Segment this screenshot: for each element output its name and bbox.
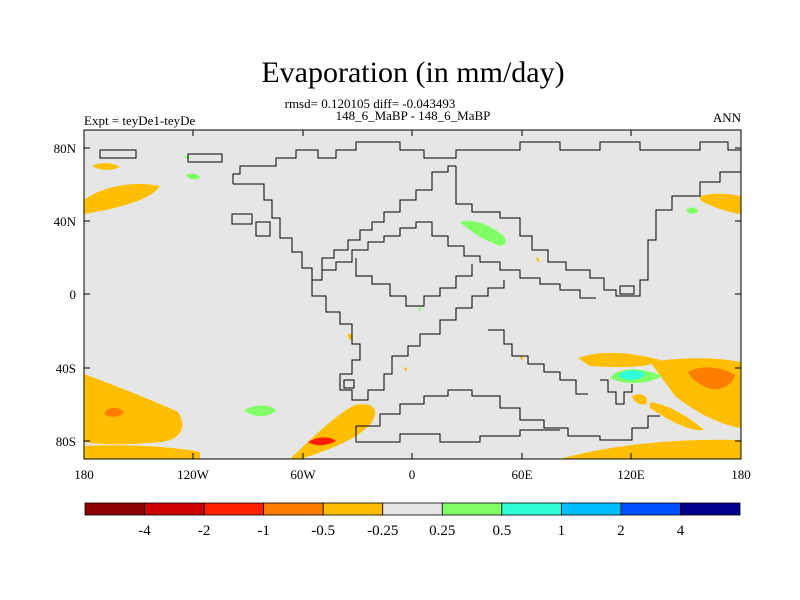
positive-anomaly-region [686,207,698,214]
colorbar-label: -0.25 [367,523,398,539]
lon-tick-label: 60E [512,467,533,482]
lat-tick-label: 80N [54,141,77,156]
colorbar-label: -1 [257,523,270,539]
negative-anomaly-region [84,183,160,214]
colorbar-swatch [680,502,741,516]
lat-tick-label: 0 [70,287,77,302]
colorbar-swatch [382,502,443,516]
negative-anomaly-region [700,193,741,214]
negative-anomaly-region [84,445,200,459]
case-line: 148_6_MaBP - 148_6_MaBP [336,108,491,123]
colorbar-swatch [501,502,562,516]
colorbar-label: 1 [558,523,566,539]
lon-tick-label: 120E [617,467,645,482]
colorbar-label: 0.25 [429,523,455,539]
continent-outlines [99,141,741,443]
negative-anomaly-region [290,404,376,459]
lon-tick-label: 180 [731,467,751,482]
colorbar-label: -0.5 [311,523,335,539]
negative-anomaly-region [650,402,704,431]
negative-anomaly-region [520,355,524,360]
stats-line: rmsd= 0.120105 diff= -0.043493 [285,96,456,111]
positive-anomaly-region [418,307,421,312]
negative-anomaly-region [560,439,741,459]
lon-tick-label: 180 [74,467,94,482]
negative-anomaly-region [348,333,352,340]
latitude-axis: 80N 40N 0 40S 80S [54,141,741,449]
colorbar-label: 4 [677,523,685,539]
map-panel: 80N 40N 0 40S 80S 180 120W 60W 0 60E 120 [54,129,751,482]
lat-tick-label: 40S [56,361,76,376]
colorbar-swatch [144,502,205,516]
colorbar-swatch [203,502,265,516]
negative-anomaly-region [578,352,660,368]
colorbar-swatch [263,502,324,516]
negative-anomaly-region [404,367,407,372]
colorbar-label: -2 [198,523,211,539]
negative-anomaly-region [632,394,647,405]
negative-anomaly-region [308,437,336,446]
lat-tick-label: 40N [54,214,77,229]
negative-anomaly-region [104,407,124,417]
negative-anomaly-region [92,163,120,170]
lat-tick-label: 80S [56,434,76,449]
colorbar-swatch [620,502,681,516]
positive-anomaly-region [618,370,646,380]
colorbar-swatch [84,502,145,516]
negative-anomaly-region [688,367,735,390]
lon-tick-label: 0 [409,467,416,482]
colorbar-swatch [322,502,384,516]
positive-anomaly-region [244,405,276,416]
longitude-axis: 180 120W 60W 0 60E 120E 180 [74,130,751,482]
colorbar-label: -4 [138,523,151,539]
positive-anomaly-region [186,173,200,180]
plot-title: Evaporation (in mm/day) [261,56,564,89]
evaporation-anomaly-shading [84,155,741,459]
colorbar: -4 -2 -1 -0.5 -0.25 0.25 0.5 1 2 4 [84,502,741,539]
colorbar-swatch [560,502,622,516]
colorbar-label: 2 [617,523,625,539]
expt-label: Expt = teyDe1-teyDe [84,113,196,128]
lon-tick-label: 120W [177,467,210,482]
season-label: ANN [713,110,742,125]
positive-anomaly-region [460,220,506,246]
negative-anomaly-region [536,257,539,263]
map-background [84,130,741,459]
colorbar-swatch [441,502,503,516]
colorbar-label: 0.5 [492,523,511,539]
negative-anomaly-region [84,374,183,445]
lon-tick-label: 60W [290,467,316,482]
